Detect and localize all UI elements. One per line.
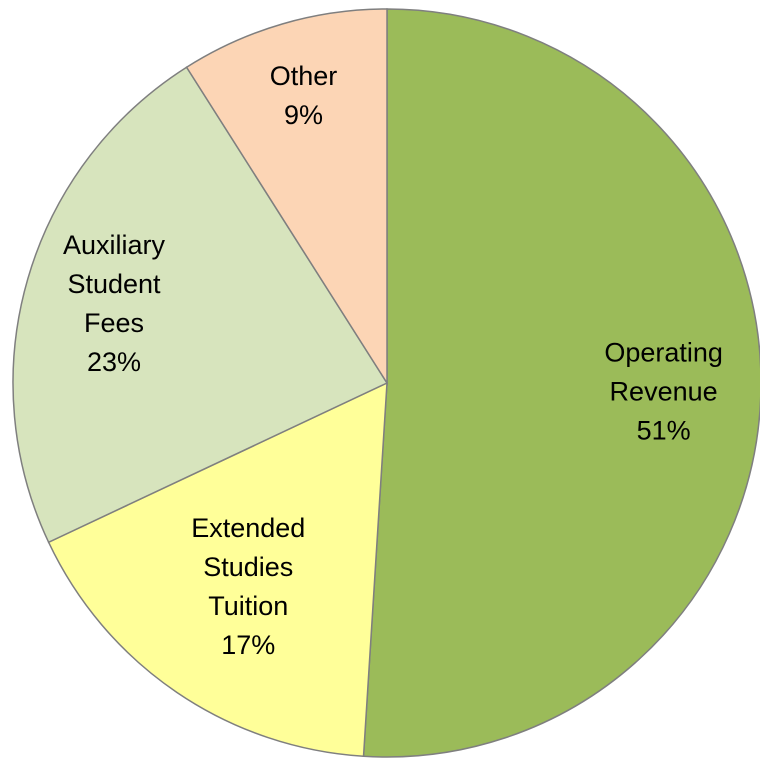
value-label: 23% (87, 346, 142, 377)
value-label: 17% (221, 630, 276, 661)
slice-label: Operating Revenue 51% (604, 333, 723, 450)
slice-label: Auxiliary Student Fees 23% (63, 226, 165, 382)
category-label: Extended Studies Tuition (191, 513, 306, 622)
pie-slice (362, 8, 760, 758)
value-label: 51% (636, 415, 691, 446)
category-label: Auxiliary Student Fees (63, 229, 166, 338)
slice-label: Extended Studies Tuition 17% (191, 509, 305, 665)
value-label: 9% (284, 99, 324, 130)
slice-label: Other 9% (270, 57, 338, 135)
category-label: Other (269, 60, 338, 91)
pie-slice (185, 8, 388, 386)
pie-slice (47, 381, 388, 758)
category-label: Operating Revenue (604, 337, 723, 407)
pie-slice (12, 66, 389, 544)
